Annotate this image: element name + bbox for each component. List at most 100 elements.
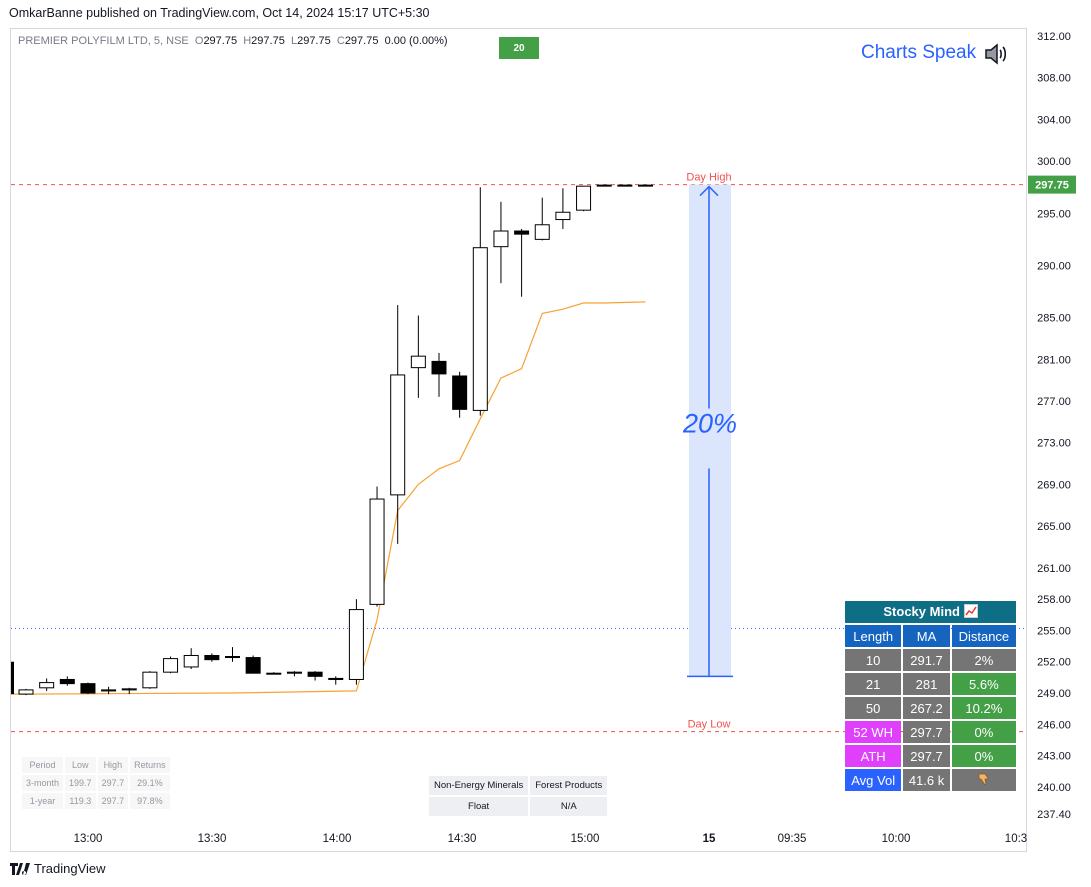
candle (638, 184, 653, 187)
stocky-title-text: Stocky Mind (883, 603, 960, 619)
price-tick-label: 277.00 (1037, 396, 1071, 408)
thumbs-down-icon (977, 772, 991, 789)
candle-body (245, 657, 261, 674)
sector-table: Non-Energy Minerals Forest Products Floa… (427, 774, 609, 818)
stocky-title: Stocky Mind (845, 601, 1016, 623)
candle-body (596, 184, 612, 187)
time-tick-label: 13:00 (74, 833, 103, 845)
price-tick-label: 261.00 (1037, 563, 1071, 575)
symbol-legend: PREMIER POLYFILM LTD, 5, NSE O297.75 H29… (18, 35, 448, 47)
candle (596, 184, 612, 187)
price-tick-label: 243.00 (1037, 751, 1071, 763)
price-tick-label: 300.00 (1037, 156, 1071, 168)
period-header: High (97, 757, 129, 773)
close-label: C (336, 35, 345, 47)
candle-body (328, 677, 344, 680)
moving-average-line (11, 301, 646, 695)
candle-body (493, 230, 509, 248)
table-row: 10 291.7 2% (845, 649, 1016, 671)
indicator-badge[interactable]: 20 (499, 37, 539, 59)
candle (18, 688, 34, 696)
published-info: OmkarBanne published on TradingView.com,… (9, 6, 430, 20)
ath-value: 297.7 (903, 745, 950, 767)
time-tick-label: 14:30 (448, 833, 477, 845)
candle-body (59, 678, 75, 685)
table-row: 52 WH 297.7 0% (845, 721, 1016, 743)
current-price-label: 297.75 (1035, 180, 1069, 192)
candle (328, 676, 344, 685)
candle (576, 185, 592, 212)
candle-body (452, 375, 468, 410)
period-cell: 29.1% (130, 775, 170, 791)
candle (204, 653, 220, 662)
measure-arrowhead (699, 185, 719, 197)
wh-distance: 0% (951, 721, 1016, 743)
avgvol-status (951, 769, 1016, 791)
time-tick-label: 09:35 (778, 833, 807, 845)
table-row: Avg Vol 41.6 k (845, 769, 1016, 791)
candle (410, 315, 426, 398)
candle (266, 672, 282, 675)
period-cell: 297.7 (97, 775, 129, 791)
price-tick-label: 312.00 (1037, 31, 1071, 43)
candle (534, 197, 550, 241)
candle (555, 188, 571, 229)
candle-body (142, 671, 158, 689)
candle-body (121, 688, 137, 691)
candle (369, 486, 385, 607)
stocky-mind-table: Stocky Mind Length MA Distance 10 291.7 … (843, 599, 1018, 793)
period-cell: 297.7 (97, 793, 129, 809)
candle-body (18, 689, 34, 695)
time-tick-label: 14:00 (323, 833, 352, 845)
tradingview-logo-text: TradingView (34, 861, 106, 876)
price-tick-label: 304.00 (1037, 114, 1071, 126)
candle (245, 655, 261, 674)
price-axis: 312.00 308.00 304.00 300.00 295.00 290.00 285.… (1028, 31, 1076, 821)
col-length: Length (845, 625, 902, 647)
price-tick-label: 269.00 (1037, 479, 1071, 491)
price-tick-label: 255.00 (1037, 625, 1071, 637)
row-length: 21 (845, 673, 902, 695)
candle (348, 599, 364, 685)
candle (617, 184, 633, 187)
candle-body (183, 654, 199, 668)
tradingview-logo[interactable]: TradingView (10, 861, 106, 876)
period-header: Period (22, 757, 64, 773)
measure-box (689, 184, 731, 677)
candle (225, 647, 240, 662)
price-tick-label: 281.00 (1037, 354, 1071, 366)
industry-name: Forest Products (530, 776, 608, 795)
chart-frame (10, 28, 1027, 852)
period-cell: 97.8% (130, 793, 170, 809)
avgvol-value: 41.6 k (903, 769, 950, 791)
candle-body (307, 671, 323, 677)
candle (390, 305, 406, 544)
wh-value: 297.7 (903, 721, 950, 743)
candle (121, 687, 137, 695)
candle-body (163, 658, 179, 673)
period-cell: 1-year (22, 793, 64, 809)
high-value: 297.75 (251, 35, 285, 47)
time-tick-label: 10:00 (882, 833, 911, 845)
period-cell: 119.3 (65, 793, 96, 809)
candle-body (39, 682, 55, 689)
row-length: 50 (845, 697, 902, 719)
current-price-marker (1028, 175, 1076, 194)
day-low-label: Day Low (688, 719, 731, 731)
sector-name: Non-Energy Minerals (429, 776, 529, 795)
row-distance: 5.6% (951, 673, 1016, 695)
candle (307, 671, 323, 681)
candle-body (555, 211, 571, 221)
candle-body (286, 671, 302, 674)
price-tick-label: 290.00 (1037, 260, 1071, 272)
open-label: O (194, 35, 204, 47)
period-cell: 3-month (22, 775, 64, 791)
tradingview-logo-icon (10, 862, 30, 875)
candle (80, 682, 96, 695)
time-tick-label: 10:3 (1005, 833, 1027, 845)
float-value: N/A (530, 797, 608, 816)
ath-label: ATH (845, 745, 902, 767)
candle-body (204, 654, 220, 661)
candle (59, 676, 75, 686)
